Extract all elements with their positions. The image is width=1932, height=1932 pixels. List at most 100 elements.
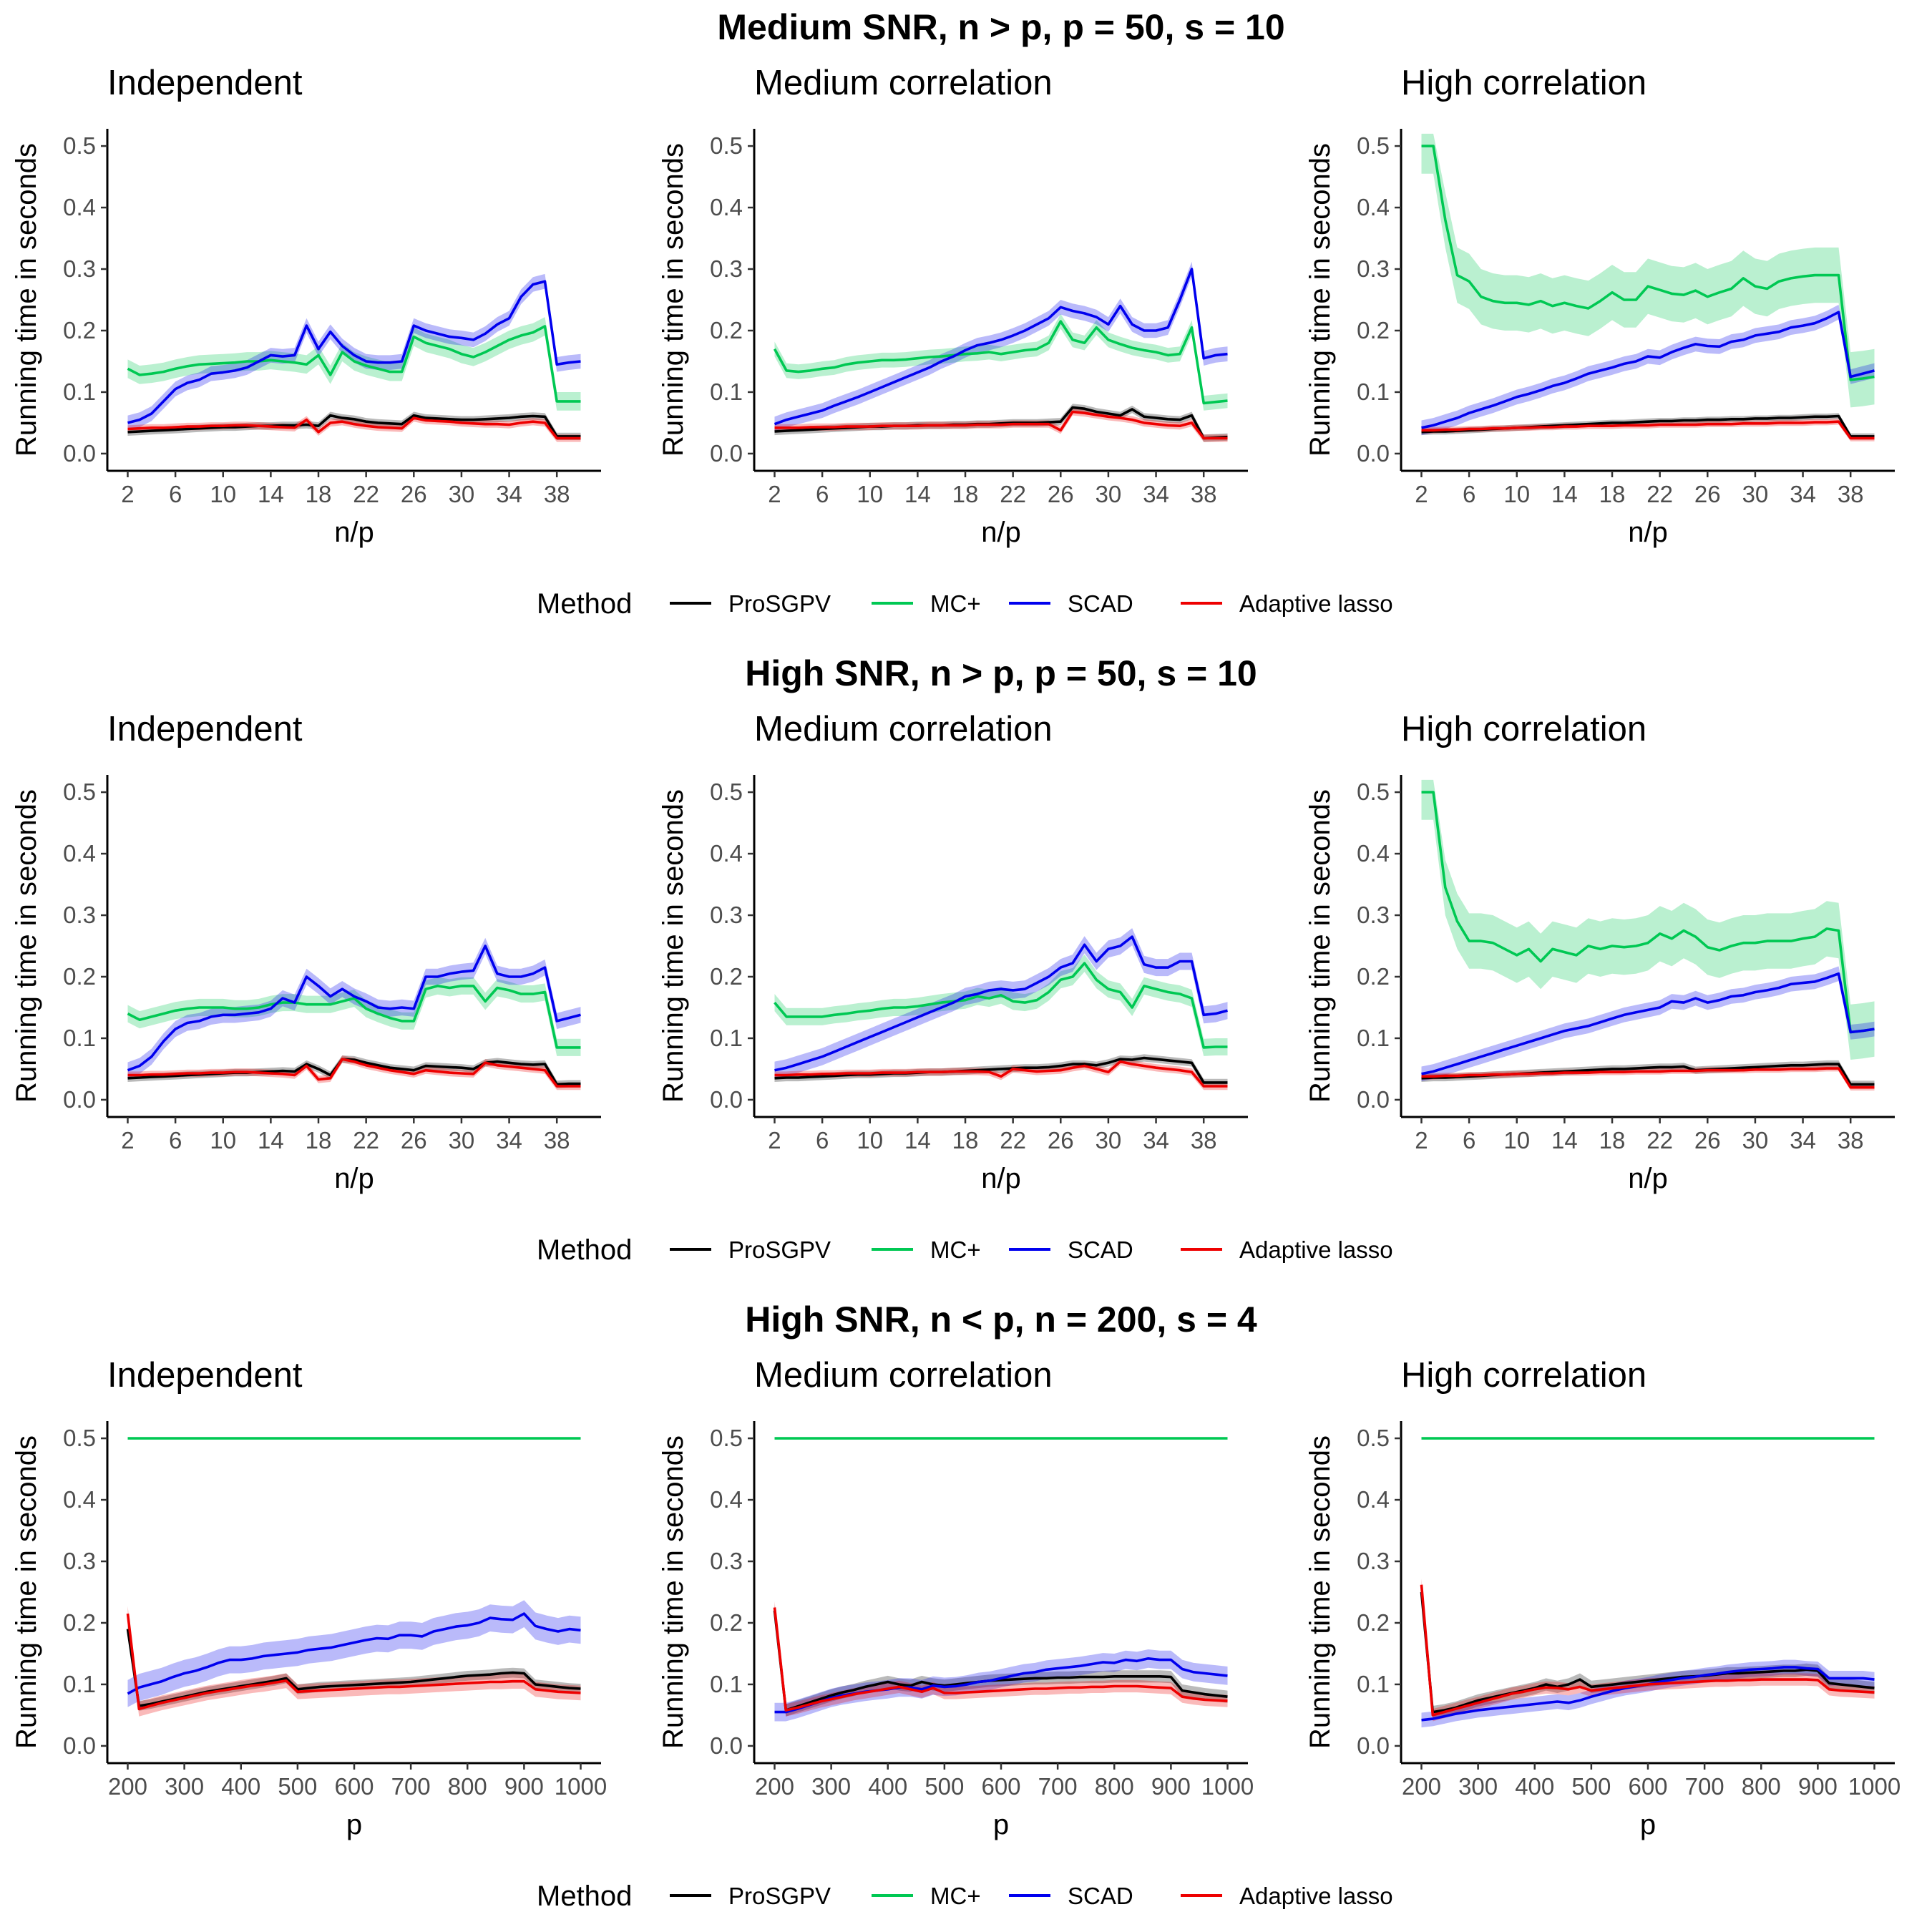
row-title: High SNR, n > p, p = 50, s = 10 — [745, 653, 1257, 693]
x-tick-label: 26 — [1048, 481, 1074, 507]
x-tick-label: 34 — [1143, 1127, 1169, 1153]
x-tick-label: 26 — [401, 1127, 427, 1153]
ci-band-scad — [774, 928, 1228, 1079]
x-tick-label: 300 — [1458, 1773, 1498, 1800]
series-line-mc- — [1421, 145, 1875, 381]
ci-band-mc- — [127, 317, 581, 411]
y-tick-label: 0.2 — [1357, 317, 1390, 343]
x-tick-label: 200 — [108, 1773, 147, 1800]
ci-band-scad — [127, 1600, 581, 1707]
ci-band-prosgpv — [774, 1604, 1228, 1717]
x-tick-label: 38 — [1191, 481, 1217, 507]
series-line-scad — [774, 935, 1228, 1072]
y-tick-label: 0.4 — [1357, 1486, 1390, 1513]
x-tick-label: 2 — [768, 481, 781, 507]
y-tick-label: 0.0 — [1357, 1732, 1390, 1759]
y-tick-label: 0.5 — [63, 779, 96, 805]
x-tick-label: 10 — [210, 1127, 236, 1153]
x-tick-label: 34 — [1790, 481, 1816, 507]
ci-band-mc- — [1421, 779, 1875, 1060]
y-tick-label: 0.1 — [63, 379, 96, 405]
series-line-prosgpv — [773, 1610, 1228, 1712]
y-tick-label: 0.5 — [710, 779, 743, 805]
y-tick-label: 0.3 — [1357, 255, 1390, 282]
panel-title: Medium correlation — [754, 710, 1053, 748]
legend-title: Method — [537, 588, 632, 620]
x-tick-label: 10 — [857, 481, 883, 507]
ci-band-mc- — [127, 977, 581, 1056]
x-tick-label: 2 — [121, 1127, 134, 1153]
y-tick-label: 0.0 — [63, 1086, 96, 1113]
series-line-adaptive-lasso — [127, 416, 581, 440]
y-tick-label: 0.5 — [710, 132, 743, 159]
y-tick-label: 0.4 — [63, 1486, 96, 1513]
x-tick-label: 900 — [1798, 1773, 1838, 1800]
series-line-scad — [1421, 311, 1875, 429]
x-tick-label: 22 — [353, 1127, 379, 1153]
series-line-prosgpv — [1420, 1591, 1875, 1714]
y-tick-label: 0.3 — [63, 255, 96, 282]
ci-band-adaptive-lasso — [1421, 1065, 1875, 1091]
panel-title: Independent — [107, 710, 303, 748]
y-tick-label: 0.1 — [710, 1025, 743, 1051]
x-tick-label: 22 — [1646, 1127, 1673, 1153]
y-tick-label: 0.2 — [710, 963, 743, 990]
legend-title: Method — [537, 1234, 632, 1266]
y-tick-label: 0.0 — [710, 1732, 743, 1759]
x-tick-label: 26 — [1694, 481, 1721, 507]
x-tick-label: 2 — [1415, 1127, 1428, 1153]
panel-title: High correlation — [1401, 710, 1646, 748]
y-tick-label: 0.5 — [63, 132, 96, 159]
ci-band-prosgpv — [1421, 1586, 1875, 1719]
x-tick-label: 34 — [496, 481, 522, 507]
series-line-scad — [1421, 972, 1875, 1075]
ci-band-adaptive-lasso — [1421, 1579, 1875, 1722]
legend-label: MC+ — [930, 590, 981, 617]
x-tick-label: 34 — [1790, 1127, 1816, 1153]
ci-band-adaptive-lasso — [127, 1606, 581, 1717]
y-tick-label: 0.2 — [63, 317, 96, 343]
x-tick-label: 500 — [278, 1773, 317, 1800]
series-line-mc- — [1421, 791, 1875, 1034]
legend-label: MC+ — [930, 1883, 981, 1909]
x-tick-label: 38 — [1838, 1127, 1864, 1153]
series-line-scad — [127, 280, 581, 424]
x-axis-title: p — [1640, 1809, 1656, 1840]
x-axis-title: n/p — [981, 517, 1021, 548]
legend-label: Adaptive lasso — [1239, 590, 1393, 617]
x-axis-title: p — [346, 1809, 362, 1840]
series-line-adaptive-lasso — [774, 1060, 1228, 1088]
panel-title: High correlation — [1401, 1356, 1646, 1395]
y-axis-title: Running time in seconds — [658, 789, 689, 1103]
x-tick-label: 2 — [1415, 481, 1428, 507]
y-axis-title: Running time in seconds — [1304, 789, 1336, 1103]
x-tick-label: 700 — [1038, 1773, 1078, 1800]
y-tick-label: 0.5 — [1357, 779, 1390, 805]
x-tick-label: 22 — [1000, 1127, 1026, 1153]
y-tick-label: 0.1 — [710, 1671, 743, 1697]
y-tick-label: 0.2 — [1357, 1609, 1390, 1636]
series-line-mc- — [127, 985, 581, 1049]
y-tick-label: 0.0 — [710, 440, 743, 467]
x-tick-label: 800 — [448, 1773, 487, 1800]
x-tick-label: 22 — [1646, 481, 1673, 507]
x-tick-label: 26 — [1048, 1127, 1074, 1153]
y-tick-label: 0.0 — [710, 1086, 743, 1113]
x-tick-label: 22 — [1000, 481, 1026, 507]
x-tick-label: 10 — [857, 1127, 883, 1153]
x-tick-label: 14 — [904, 481, 931, 507]
x-tick-label: 2 — [768, 1127, 781, 1153]
series-line-mc- — [127, 325, 581, 403]
y-tick-label: 0.0 — [63, 440, 96, 467]
x-tick-label: 30 — [1096, 481, 1122, 507]
x-tick-label: 18 — [952, 1127, 979, 1153]
x-tick-label: 400 — [221, 1773, 260, 1800]
series-line-prosgpv — [774, 1056, 1228, 1084]
x-tick-label: 26 — [401, 481, 427, 507]
x-tick-label: 800 — [1742, 1773, 1781, 1800]
x-tick-label: 6 — [1463, 1127, 1475, 1153]
x-tick-label: 200 — [755, 1773, 794, 1800]
x-tick-label: 6 — [816, 1127, 829, 1153]
x-tick-label: 18 — [1599, 1127, 1626, 1153]
y-tick-label: 0.0 — [63, 1732, 96, 1759]
